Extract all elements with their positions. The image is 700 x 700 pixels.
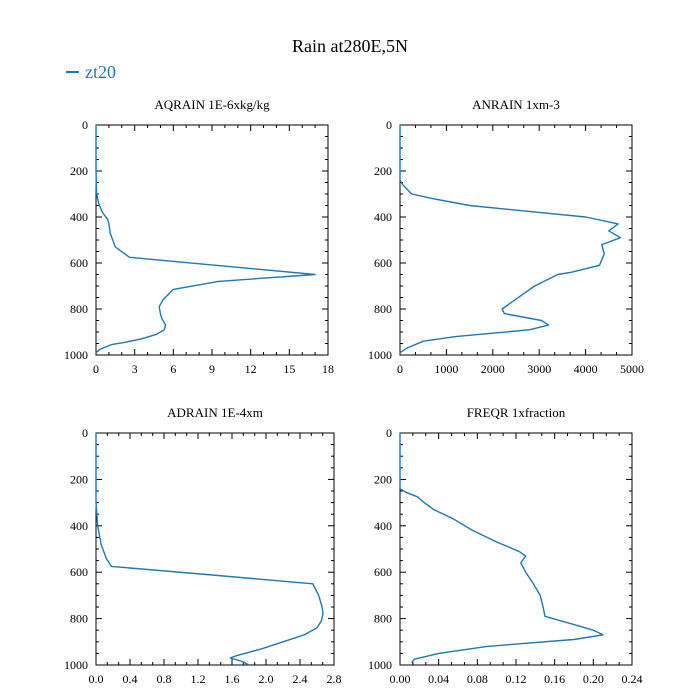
x-tick-label: 15: [283, 362, 295, 376]
y-tick-label: 600: [70, 256, 88, 270]
x-tick-label: 1.6: [225, 672, 240, 686]
panel-title: FREQR 1xfraction: [467, 405, 566, 420]
y-tick-label: 1000: [368, 658, 392, 672]
plot-frame: [399, 432, 633, 666]
y-tick-label: 400: [70, 210, 88, 224]
series-line-zt20: [95, 125, 316, 354]
y-tick-label: 0: [82, 426, 88, 440]
panel-title: ADRAIN 1E-4xm: [167, 405, 263, 420]
figure-title: Rain at280E,5N: [292, 36, 408, 56]
x-tick-label: 4000: [574, 362, 598, 376]
plot-frame: [399, 124, 633, 356]
y-tick-label: 200: [70, 472, 88, 486]
series-line-zt20: [95, 433, 324, 666]
panel-1: AQRAIN 1E-6xkg/kg 0 3 6 9 12 15 18 0 200 400 600 800…: [64, 97, 334, 376]
y-tick-label: 600: [374, 256, 392, 270]
x-tick-label: 0.12: [506, 672, 527, 686]
x-tick-label: 0.24: [622, 672, 643, 686]
y-tick-label: 1000: [64, 348, 88, 362]
x-tick-label: 2.0: [259, 672, 274, 686]
x-tick-label: 0.20: [583, 672, 604, 686]
x-tick-label: 18: [322, 362, 334, 376]
x-tick-label: 0.4: [123, 672, 138, 686]
y-tick-label: 600: [374, 565, 392, 579]
x-tick-label: 1000: [434, 362, 458, 376]
legend-swatch: [66, 70, 79, 73]
legend-label: zt20: [85, 62, 116, 82]
x-tick-label: 2.8: [327, 672, 342, 686]
series-line-zt20: [399, 125, 622, 354]
plot-frame: [95, 124, 329, 356]
x-tick-label: 0.8: [157, 672, 172, 686]
y-tick-label: 400: [374, 210, 392, 224]
panel-3: ADRAIN 1E-4xm 0.0 0.4 0.8 1.2 1.6 2.0 2.4 2.8 0 20…: [64, 405, 342, 686]
panel-title: AQRAIN 1E-6xkg/kg: [154, 97, 270, 112]
y-tick-label: 800: [374, 302, 392, 316]
panel-4: FREQR 1xfraction 0.00 0.04 0.08 0.12 0.16 0.20…: [368, 405, 643, 686]
panel-title: ANRAIN 1xm-3: [472, 97, 560, 112]
x-tick-label: 0.04: [428, 672, 449, 686]
x-tick-label: 0.00: [390, 672, 411, 686]
y-tick-label: 200: [374, 164, 392, 178]
x-tick-label: 0.0: [89, 672, 104, 686]
y-tick-label: 200: [374, 472, 392, 486]
x-tick-label: 5000: [620, 362, 644, 376]
plot-frame: [95, 432, 335, 666]
y-tick-label: 800: [70, 302, 88, 316]
y-tick-label: 800: [70, 612, 88, 626]
x-tick-label: 1.2: [191, 672, 206, 686]
y-tick-label: 0: [386, 118, 392, 132]
panel-2: ANRAIN 1xm-3 0 1000 2000 3000 4000 5000 0 200 400…: [368, 97, 644, 376]
x-tick-label: 0.16: [544, 672, 565, 686]
x-tick-label: 9: [209, 362, 215, 376]
x-tick-label: 12: [245, 362, 257, 376]
y-tick-label: 0: [82, 118, 88, 132]
y-tick-label: 400: [374, 519, 392, 533]
x-tick-label: 3000: [527, 362, 551, 376]
x-tick-label: 2000: [481, 362, 505, 376]
x-tick-label: 6: [170, 362, 176, 376]
x-tick-label: 2.4: [293, 672, 308, 686]
y-tick-label: 800: [374, 612, 392, 626]
y-tick-label: 600: [70, 565, 88, 579]
y-tick-label: 200: [70, 164, 88, 178]
x-tick-label: 0: [397, 362, 403, 376]
legend: zt20: [66, 62, 116, 83]
series-line-zt20: [399, 433, 604, 664]
y-tick-label: 400: [70, 519, 88, 533]
y-tick-label: 1000: [64, 658, 88, 672]
x-tick-label: 0: [93, 362, 99, 376]
y-tick-label: 1000: [368, 348, 392, 362]
y-tick-label: 0: [386, 426, 392, 440]
x-tick-label: 3: [132, 362, 138, 376]
x-tick-label: 0.08: [467, 672, 488, 686]
